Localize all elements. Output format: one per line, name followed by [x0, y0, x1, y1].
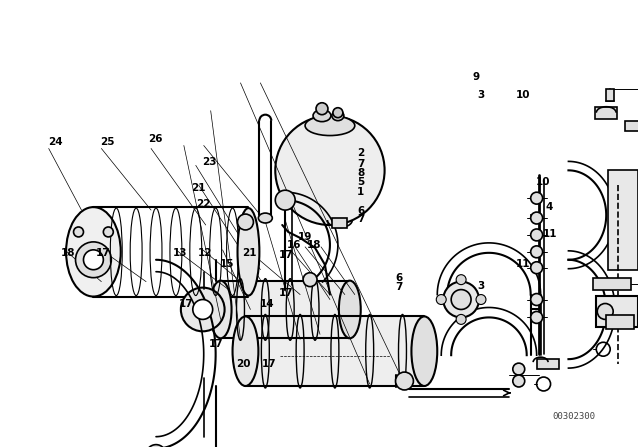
Circle shape: [451, 289, 471, 310]
Circle shape: [531, 293, 543, 306]
Text: 11: 11: [543, 229, 557, 239]
Text: 00302300: 00302300: [552, 412, 595, 421]
Ellipse shape: [339, 280, 361, 338]
Circle shape: [303, 273, 317, 287]
Text: 15: 15: [220, 259, 235, 269]
Circle shape: [531, 229, 543, 241]
Text: 25: 25: [100, 137, 115, 146]
Circle shape: [456, 314, 466, 324]
Text: 16: 16: [287, 240, 301, 250]
Text: 1: 1: [357, 187, 364, 197]
Circle shape: [436, 294, 446, 305]
Text: 21: 21: [243, 248, 257, 258]
Text: 17: 17: [278, 288, 293, 298]
Text: 20: 20: [236, 359, 250, 369]
Ellipse shape: [313, 110, 331, 122]
Text: 6: 6: [395, 273, 403, 283]
Text: 17: 17: [179, 299, 193, 309]
Circle shape: [444, 282, 479, 318]
Text: 7: 7: [357, 159, 364, 169]
Circle shape: [456, 275, 466, 284]
Text: 2: 2: [357, 148, 364, 158]
Circle shape: [275, 190, 295, 210]
Circle shape: [275, 116, 385, 225]
Bar: [332, 218, 347, 228]
Text: 17: 17: [278, 250, 293, 260]
Bar: [593, 278, 631, 289]
Text: 17: 17: [209, 339, 223, 349]
Ellipse shape: [66, 207, 121, 297]
Text: 17: 17: [96, 248, 111, 258]
Text: 13: 13: [172, 248, 187, 258]
Circle shape: [531, 246, 543, 258]
Text: 10: 10: [516, 90, 531, 100]
Text: 7: 7: [357, 214, 364, 224]
Circle shape: [83, 250, 103, 270]
Circle shape: [531, 192, 543, 204]
Ellipse shape: [237, 208, 259, 296]
Circle shape: [531, 262, 543, 274]
Text: 17: 17: [262, 359, 276, 369]
Circle shape: [146, 444, 166, 448]
Text: 6: 6: [357, 206, 364, 215]
Text: 9: 9: [473, 72, 480, 82]
Circle shape: [237, 214, 253, 230]
Circle shape: [333, 108, 343, 118]
Bar: [596, 296, 638, 327]
Text: 18: 18: [307, 240, 322, 250]
Text: 26: 26: [148, 134, 163, 144]
Bar: [625, 121, 640, 130]
Ellipse shape: [232, 316, 259, 386]
Ellipse shape: [210, 280, 232, 338]
Text: 18: 18: [61, 248, 75, 258]
Bar: [246, 316, 424, 386]
Text: 24: 24: [48, 137, 63, 146]
Ellipse shape: [412, 316, 437, 386]
Circle shape: [316, 103, 328, 115]
Bar: [606, 89, 614, 101]
Text: 14: 14: [260, 299, 274, 309]
Circle shape: [531, 212, 543, 224]
Circle shape: [476, 294, 486, 305]
Text: 11: 11: [516, 259, 531, 269]
Text: 3: 3: [477, 281, 485, 291]
Circle shape: [396, 372, 413, 390]
Circle shape: [531, 311, 543, 323]
Circle shape: [513, 363, 525, 375]
Text: 12: 12: [198, 248, 212, 258]
Circle shape: [181, 288, 225, 332]
Circle shape: [193, 300, 212, 319]
Circle shape: [103, 227, 113, 237]
Bar: [608, 170, 638, 270]
Bar: [606, 315, 634, 329]
Text: 3: 3: [477, 90, 485, 100]
Text: 22: 22: [196, 199, 211, 209]
Text: 19: 19: [298, 233, 312, 242]
Text: 5: 5: [357, 177, 364, 187]
Text: 23: 23: [202, 157, 217, 167]
Text: 21: 21: [191, 183, 206, 194]
Ellipse shape: [305, 116, 355, 136]
Bar: [221, 280, 350, 338]
Text: 8: 8: [357, 168, 364, 178]
Ellipse shape: [259, 213, 272, 223]
Text: 10: 10: [536, 177, 551, 187]
Circle shape: [76, 242, 111, 278]
Text: 7: 7: [395, 282, 403, 292]
Circle shape: [513, 375, 525, 387]
Circle shape: [597, 303, 613, 319]
Bar: [595, 107, 617, 119]
Bar: [537, 359, 559, 369]
Text: 4: 4: [546, 202, 553, 212]
Circle shape: [74, 227, 83, 237]
Ellipse shape: [332, 111, 344, 121]
